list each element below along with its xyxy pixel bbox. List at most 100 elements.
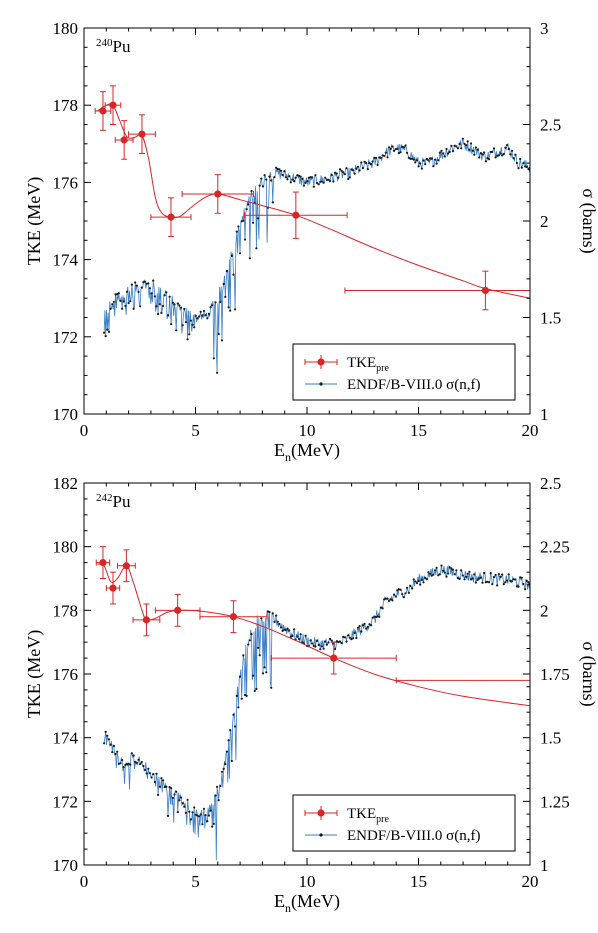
sigma-point — [373, 156, 376, 159]
sigma-point — [517, 585, 520, 588]
sigma-point — [376, 163, 379, 166]
sigma-point — [175, 790, 178, 793]
sigma-point — [358, 169, 361, 172]
tke-data-point — [128, 114, 156, 154]
sigma-point — [491, 150, 494, 153]
sigma-point — [229, 729, 232, 732]
sigma-point — [275, 614, 278, 617]
sigma-point — [329, 637, 332, 641]
sigma-point — [370, 163, 373, 166]
sigma-point — [119, 762, 122, 765]
sigma-point — [198, 815, 201, 818]
x-tick-label: 10 — [299, 421, 316, 440]
sigma-point — [135, 761, 138, 764]
tke-marker — [167, 213, 175, 221]
sigma-point — [525, 579, 528, 583]
sigma-point — [407, 156, 410, 159]
sigma-point — [214, 301, 217, 304]
sigma-point — [248, 257, 251, 260]
sigma-point — [501, 573, 504, 576]
tke-marker — [120, 136, 128, 144]
sigma-point — [337, 641, 340, 644]
sigma-point — [386, 156, 389, 159]
sigma-point — [284, 176, 287, 179]
sigma-point — [245, 694, 248, 698]
sigma-point — [411, 587, 414, 590]
sigma-point — [450, 144, 453, 147]
sigma-point — [106, 328, 109, 331]
sigma-point — [445, 147, 448, 151]
sigma-point — [455, 145, 458, 148]
sigma-point — [447, 572, 450, 575]
tke-data-point — [154, 593, 201, 627]
tke-data-point — [395, 677, 530, 684]
yl-tick-label: 174 — [53, 251, 79, 270]
sigma-point — [504, 581, 507, 584]
sigma-point — [424, 576, 427, 580]
sigma-point — [171, 796, 174, 800]
sigma-point — [448, 150, 451, 154]
sigma-point — [379, 156, 382, 159]
sigma-point — [112, 744, 115, 748]
sigma-point — [122, 766, 125, 769]
sigma-point — [211, 304, 214, 307]
sigma-point — [217, 799, 220, 802]
sigma-point — [302, 184, 305, 187]
sigma-point — [356, 165, 360, 168]
tke-marker — [142, 616, 151, 624]
yl-tick-label: 172 — [53, 328, 79, 347]
plot-area — [94, 85, 530, 374]
sigma-point — [429, 572, 432, 575]
sigma-point — [370, 624, 373, 627]
yl-tick-label: 170 — [53, 405, 79, 424]
sigma-point — [216, 371, 219, 374]
sigma-point — [206, 317, 209, 320]
sigma-point — [473, 153, 476, 156]
tke-marker — [292, 211, 300, 219]
legend-label-tke-main: TKE — [347, 355, 376, 371]
sigma-point — [379, 606, 382, 609]
sigma-point — [352, 637, 355, 640]
sigma-point — [129, 300, 132, 303]
sigma-point — [520, 576, 523, 579]
sigma-point — [155, 305, 158, 308]
sigma-point — [229, 309, 232, 312]
sigma-point — [506, 579, 509, 582]
sigma-point — [214, 794, 217, 797]
sigma-point — [463, 142, 466, 145]
sigma-point — [389, 598, 392, 601]
sigma-point — [397, 152, 400, 155]
sigma-point — [117, 292, 120, 295]
sigma-point — [471, 577, 474, 580]
sigma-point — [209, 306, 212, 309]
sigma-point — [219, 784, 222, 788]
sigma-point — [235, 230, 238, 233]
sigma-point — [433, 569, 437, 572]
sigma-point — [394, 595, 397, 598]
sigma-point — [386, 597, 389, 600]
sigma-point — [419, 162, 422, 165]
sigma-point — [484, 160, 487, 163]
sigma-point — [415, 582, 419, 585]
sigma-point — [427, 571, 430, 574]
legend-tke-marker — [317, 358, 325, 366]
sigma-point — [417, 580, 420, 583]
legend-box — [292, 343, 516, 401]
sigma-point — [458, 142, 461, 146]
sigma-point — [350, 168, 353, 171]
sigma-point — [234, 308, 237, 311]
sigma-point — [158, 303, 161, 306]
sigma-point — [117, 762, 120, 766]
tke-marker — [122, 562, 130, 570]
sigma-point — [163, 294, 166, 297]
sigma-point — [356, 626, 360, 629]
sigma-point — [442, 569, 445, 572]
isotope-element: Pu — [113, 37, 131, 56]
sigma-point — [286, 627, 289, 630]
sigma-point — [263, 174, 266, 177]
sigma-point — [522, 162, 525, 165]
legend-label-tke: TKEpre — [347, 355, 390, 374]
sigma-point — [178, 304, 181, 307]
sigma-point — [466, 140, 469, 143]
sigma-point — [147, 282, 150, 285]
